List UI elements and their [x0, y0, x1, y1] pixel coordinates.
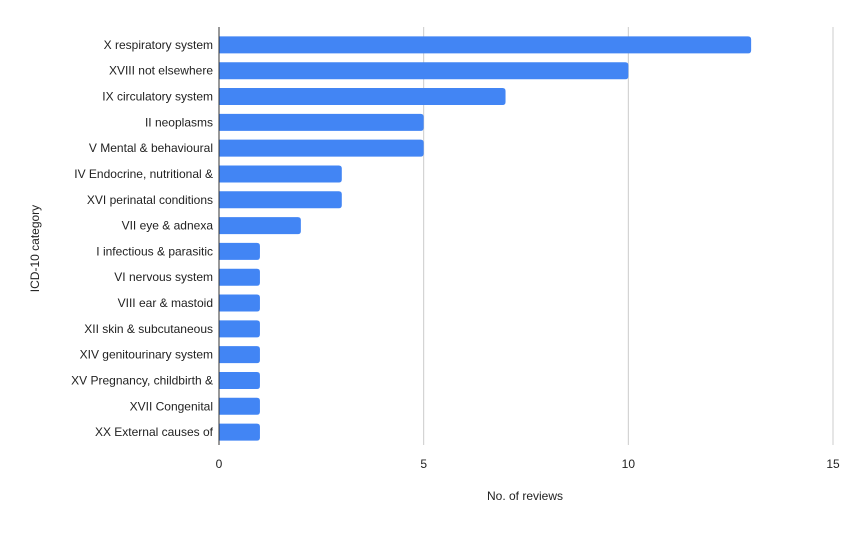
category-label: IX circulatory system: [102, 90, 213, 104]
bar: [219, 294, 260, 312]
category-label: IV Endocrine, nutritional &: [74, 167, 213, 181]
x-tick-label: 10: [622, 457, 636, 471]
bar: [219, 191, 342, 209]
bar: [219, 242, 260, 260]
bar: [219, 320, 260, 338]
category-label: XV Pregnancy, childbirth &: [71, 373, 213, 387]
x-tick-labels: 0 5 10 15: [216, 457, 840, 471]
bar: [219, 113, 424, 131]
category-label: VII eye & adnexa: [122, 219, 214, 233]
bar: [219, 88, 506, 106]
bar: [219, 371, 260, 389]
x-axis-title: No. of reviews: [487, 489, 563, 503]
category-label: X respiratory system: [104, 38, 213, 52]
category-label: XX External causes of: [95, 425, 214, 439]
bar: [219, 397, 260, 415]
bars: [219, 36, 752, 441]
category-label: XIV genitourinary system: [80, 348, 213, 362]
bar: [219, 268, 260, 286]
x-tick-label: 0: [216, 457, 223, 471]
bar: [219, 62, 629, 80]
bar: [219, 165, 342, 183]
bar: [219, 217, 301, 235]
category-label: II neoplasms: [145, 115, 213, 129]
category-label: VIII ear & mastoid: [118, 296, 213, 310]
bar: [219, 346, 260, 364]
category-label: I infectious & parasitic: [96, 244, 213, 258]
x-tick-label: 15: [826, 457, 840, 471]
category-label: XVI perinatal conditions: [87, 193, 213, 207]
x-tick-label: 5: [420, 457, 427, 471]
bar: [219, 423, 260, 441]
bar: [219, 139, 424, 157]
category-label: XII skin & subcutaneous: [84, 322, 213, 336]
category-label: XVIII not elsewhere: [109, 64, 213, 78]
category-labels: X respiratory system XVIII not elsewhere I…: [71, 38, 214, 439]
category-label: XVII Congenital: [130, 399, 213, 413]
category-label: VI nervous system: [114, 270, 213, 284]
y-axis-title: ICD-10 category: [28, 205, 42, 292]
bar: [219, 36, 752, 54]
category-label: V Mental & behavioural: [89, 141, 213, 155]
